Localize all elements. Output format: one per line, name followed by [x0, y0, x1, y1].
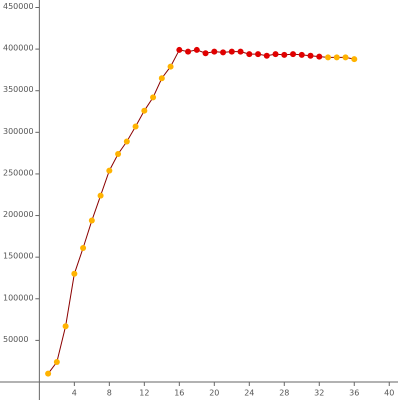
data-point	[158, 75, 165, 82]
x-tick-label: 28	[279, 389, 289, 398]
data-point	[342, 54, 349, 61]
data-point	[88, 217, 95, 224]
y-tick-label: 300000	[3, 127, 34, 136]
x-tick-label: 16	[174, 389, 184, 398]
y-tick-label: 350000	[3, 85, 34, 94]
data-point	[115, 150, 122, 157]
x-tick-label: 8	[107, 389, 112, 398]
data-point	[45, 370, 52, 377]
data-point	[281, 51, 288, 58]
y-tick-label: 200000	[3, 210, 34, 219]
y-tick-label: 50000	[3, 335, 28, 344]
y-tick-label: 400000	[3, 44, 34, 53]
data-point	[167, 63, 174, 70]
data-point	[106, 167, 113, 174]
data-point	[141, 107, 148, 114]
series-line	[47, 49, 355, 374]
data-point	[316, 53, 323, 60]
data-point	[325, 54, 332, 61]
x-tick-label: 40	[384, 389, 394, 398]
data-point	[290, 51, 297, 58]
data-point	[132, 123, 139, 130]
data-point	[150, 94, 157, 101]
data-point	[211, 48, 218, 55]
data-point	[185, 48, 192, 55]
data-point	[71, 270, 78, 277]
data-point	[263, 52, 270, 59]
data-point	[220, 49, 227, 56]
data-point	[53, 359, 60, 366]
data-point	[351, 56, 358, 63]
data-point	[193, 46, 200, 53]
x-tick-label: 24	[244, 389, 254, 398]
data-point	[333, 54, 340, 61]
data-point	[80, 245, 87, 252]
y-tick-label: 100000	[3, 293, 34, 302]
y-tick-label: 150000	[3, 252, 34, 261]
data-point	[298, 51, 305, 58]
data-point	[255, 51, 262, 58]
data-point	[237, 48, 244, 55]
data-point	[246, 51, 253, 58]
data-point	[176, 46, 183, 53]
x-tick-label: 12	[139, 389, 149, 398]
x-tick-label: 20	[209, 389, 219, 398]
y-tick-label: 450000	[3, 2, 34, 11]
x-tick-label: 4	[72, 389, 77, 398]
x-tick-label: 36	[349, 389, 359, 398]
y-tick-label: 250000	[3, 168, 34, 177]
data-point	[228, 48, 235, 55]
data-point	[272, 51, 279, 58]
data-point	[307, 52, 314, 59]
data-point	[202, 50, 209, 57]
x-tick-label: 32	[314, 389, 324, 398]
data-point	[62, 323, 69, 330]
data-point	[97, 192, 104, 199]
data-point	[123, 138, 130, 145]
